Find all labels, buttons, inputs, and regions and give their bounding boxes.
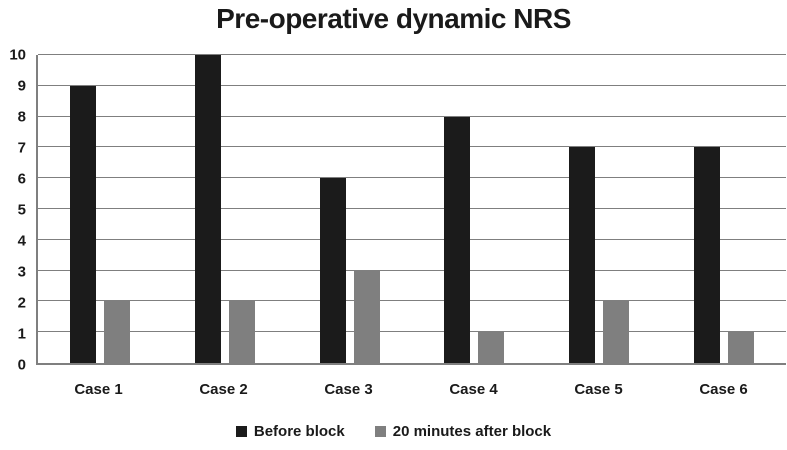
bar-20-minutes-after-block-case-4: [478, 332, 505, 363]
bar-before-block-case-6: [693, 147, 720, 363]
bar-group-case-4: [412, 55, 537, 363]
y-axis-label-7: 7: [17, 139, 26, 157]
gridline-10: [38, 54, 786, 55]
x-axis-tick-labels: Case 1 Case 2 Case 3 Case 4 Case 5 Case 6: [36, 381, 786, 398]
gridline-8: [38, 115, 786, 117]
x-axis-label-case-1: Case 1: [74, 381, 123, 398]
bar-before-block-case-1: [70, 85, 97, 363]
bar-before-block-case-2: [195, 55, 221, 363]
y-axis-label-8: 8: [17, 108, 26, 126]
bar-group-case-3: [287, 55, 412, 363]
gridline-4: [38, 238, 786, 240]
y-axis-label-6: 6: [17, 170, 26, 188]
bar-20-minutes-after-block-case-6: [727, 332, 754, 363]
y-axis-label-9: 9: [17, 77, 26, 95]
legend-swatch-after-block: [374, 426, 386, 437]
y-axis-label-1: 1: [17, 325, 26, 343]
legend-item-after-block: 20 minutes after block: [374, 423, 552, 440]
gridline-2: [38, 300, 786, 302]
legend-item-before-block: Before block: [235, 423, 345, 440]
gridline-6: [38, 177, 786, 179]
bar-before-block-case-4: [444, 116, 471, 363]
bar-before-block-case-5: [569, 147, 596, 363]
gridline-7: [38, 146, 786, 148]
x-axis-label-case-4: Case 4: [449, 381, 498, 398]
y-axis-tick-labels: 0 1 2 3 4 5 6 7 8 9 10: [0, 48, 28, 373]
bar-groups: [38, 55, 786, 363]
bar-before-block-case-3: [319, 178, 346, 363]
gridline-9: [38, 84, 786, 86]
chart-title: Pre-operative dynamic NRS: [216, 3, 571, 34]
x-axis-label-case-3: Case 3: [324, 381, 373, 398]
y-axis-label-2: 2: [17, 294, 26, 312]
y-axis-label-3: 3: [17, 263, 26, 281]
legend-swatch-before-block: [235, 426, 247, 437]
y-axis-label-10: 10: [9, 46, 26, 64]
bar-20-minutes-after-block-case-1: [104, 301, 131, 363]
plot-area: [36, 54, 786, 365]
bar-group-case-6: [661, 55, 786, 363]
gridline-5: [38, 208, 786, 209]
bar-group-case-5: [537, 55, 662, 363]
legend-label-before-block: Before block: [253, 423, 345, 440]
x-axis-label-case-5: Case 5: [574, 381, 623, 398]
x-axis-label-case-2: Case 2: [199, 381, 248, 398]
gridline-3: [38, 269, 786, 271]
bar-20-minutes-after-block-case-2: [229, 301, 255, 363]
gridline-1: [38, 331, 786, 333]
bar-20-minutes-after-block-case-3: [353, 270, 380, 363]
y-axis-label-4: 4: [17, 232, 26, 250]
bar-20-minutes-after-block-case-5: [603, 301, 630, 363]
legend: Before block 20 minutes after block: [0, 423, 787, 440]
y-axis-label-0: 0: [17, 356, 26, 374]
legend-label-after-block: 20 minutes after block: [392, 423, 552, 440]
x-axis-label-case-6: Case 6: [699, 381, 748, 398]
bar-group-case-1: [38, 55, 163, 363]
bar-group-case-2: [163, 55, 288, 363]
y-axis-label-5: 5: [17, 201, 26, 219]
